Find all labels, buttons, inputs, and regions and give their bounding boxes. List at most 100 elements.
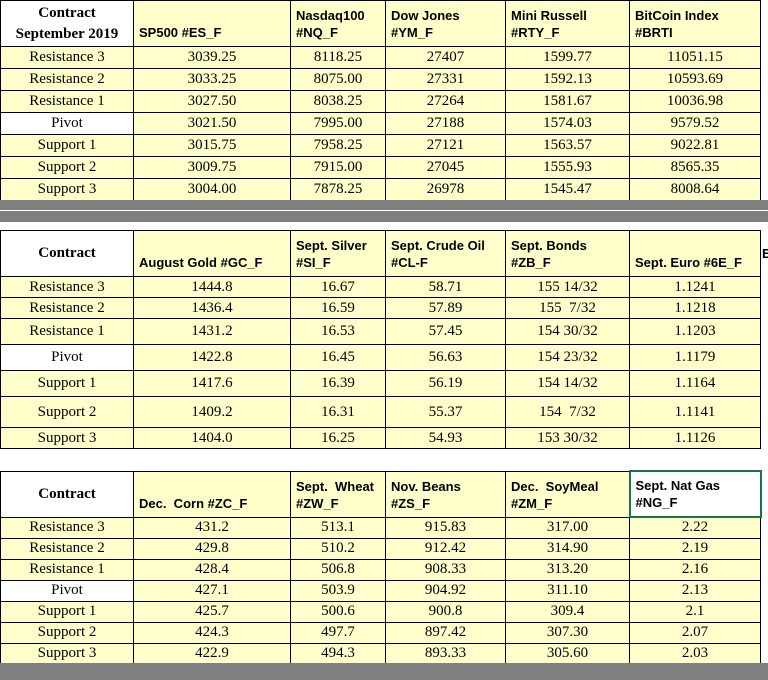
value-cell[interactable]: 26978 bbox=[385, 178, 506, 201]
column-header-cell[interactable]: Dec. SoyMeal #ZM_F bbox=[505, 470, 630, 518]
value-cell[interactable]: 912.42 bbox=[385, 537, 506, 560]
value-cell[interactable]: 915.83 bbox=[385, 516, 506, 539]
value-cell[interactable]: 9022.81 bbox=[629, 134, 761, 157]
column-header-cell[interactable]: Sept. Wheat #ZW_F bbox=[290, 470, 386, 518]
value-cell[interactable]: 10593.69 bbox=[629, 68, 761, 91]
row-label-cell[interactable]: Resistance 3 bbox=[0, 46, 134, 69]
value-cell[interactable]: 16.67 bbox=[290, 276, 386, 298]
row-label-cell[interactable]: Resistance 1 bbox=[0, 90, 134, 113]
row-label-cell[interactable]: Support 3 bbox=[0, 427, 134, 449]
value-cell[interactable]: 1436.4 bbox=[133, 297, 291, 319]
value-cell[interactable]: 27121 bbox=[385, 134, 506, 157]
column-header-cell[interactable]: Dec. Corn #ZC_F bbox=[133, 470, 291, 518]
row-label-cell[interactable]: Support 2 bbox=[0, 396, 134, 428]
column-header-cell[interactable]: August Gold #GC_F bbox=[133, 230, 291, 277]
row-label-cell[interactable]: Support 2 bbox=[0, 621, 134, 644]
value-cell[interactable]: 500.6 bbox=[290, 600, 386, 623]
value-cell[interactable]: 1409.2 bbox=[133, 396, 291, 428]
value-cell[interactable]: 1.1126 bbox=[629, 427, 761, 449]
value-cell[interactable]: 2.22 bbox=[629, 516, 761, 539]
value-cell[interactable]: 154 14/32 bbox=[505, 370, 630, 397]
value-cell[interactable]: 893.33 bbox=[385, 642, 506, 665]
value-cell[interactable]: 27264 bbox=[385, 90, 506, 113]
value-cell[interactable]: 27407 bbox=[385, 46, 506, 69]
value-cell[interactable]: 27188 bbox=[385, 112, 506, 135]
value-cell[interactable]: 431.2 bbox=[133, 516, 291, 539]
value-cell[interactable]: 307.30 bbox=[505, 621, 630, 644]
row-label-cell[interactable]: Resistance 1 bbox=[0, 558, 134, 581]
value-cell[interactable]: 2.07 bbox=[629, 621, 761, 644]
value-cell[interactable]: 1545.47 bbox=[505, 178, 630, 201]
value-cell[interactable]: 424.3 bbox=[133, 621, 291, 644]
value-cell[interactable]: 427.1 bbox=[133, 579, 291, 602]
row-label-cell[interactable]: Support 1 bbox=[0, 600, 134, 623]
contract-header-cell[interactable]: Contract bbox=[0, 470, 134, 518]
value-cell[interactable]: 16.25 bbox=[290, 427, 386, 449]
value-cell[interactable]: 1444.8 bbox=[133, 276, 291, 298]
value-cell[interactable]: 1404.0 bbox=[133, 427, 291, 449]
column-header-cell[interactable]: BitCoin Index #BRTI bbox=[629, 0, 761, 47]
value-cell[interactable]: 309.4 bbox=[505, 600, 630, 623]
value-cell[interactable]: 16.59 bbox=[290, 297, 386, 319]
value-cell[interactable]: 314.90 bbox=[505, 537, 630, 560]
value-cell[interactable]: 2.16 bbox=[629, 558, 761, 581]
value-cell[interactable]: 9579.52 bbox=[629, 112, 761, 135]
value-cell[interactable]: 56.19 bbox=[385, 370, 506, 397]
value-cell[interactable]: 27331 bbox=[385, 68, 506, 91]
value-cell[interactable]: 900.8 bbox=[385, 600, 506, 623]
row-label-cell[interactable]: Pivot bbox=[0, 112, 134, 135]
value-cell[interactable]: 305.60 bbox=[505, 642, 630, 665]
value-cell[interactable]: 8008.64 bbox=[629, 178, 761, 201]
value-cell[interactable]: 3015.75 bbox=[133, 134, 291, 157]
value-cell[interactable]: 1.1203 bbox=[629, 318, 761, 345]
row-label-cell[interactable]: Resistance 1 bbox=[0, 318, 134, 345]
value-cell[interactable]: 1422.8 bbox=[133, 344, 291, 371]
value-cell[interactable]: 16.45 bbox=[290, 344, 386, 371]
value-cell[interactable]: 497.7 bbox=[290, 621, 386, 644]
value-cell[interactable]: 494.3 bbox=[290, 642, 386, 665]
value-cell[interactable]: 311.10 bbox=[505, 579, 630, 602]
value-cell[interactable]: 16.31 bbox=[290, 396, 386, 428]
column-header-cell[interactable]: Nov. Beans #ZS_F bbox=[385, 470, 506, 518]
value-cell[interactable]: 1.1179 bbox=[629, 344, 761, 371]
value-cell[interactable]: 2.1 bbox=[629, 600, 761, 623]
column-header-cell[interactable]: Sept. Crude Oil #CL-F bbox=[385, 230, 506, 277]
value-cell[interactable]: 55.37 bbox=[385, 396, 506, 428]
value-cell[interactable]: 1555.93 bbox=[505, 156, 630, 179]
row-label-cell[interactable]: Resistance 3 bbox=[0, 516, 134, 539]
row-label-cell[interactable]: Resistance 2 bbox=[0, 68, 134, 91]
column-header-cell[interactable]: SP500 #ES_F bbox=[133, 0, 291, 47]
value-cell[interactable]: 3009.75 bbox=[133, 156, 291, 179]
row-label-cell[interactable]: Support 3 bbox=[0, 178, 134, 201]
value-cell[interactable]: 155 14/32 bbox=[505, 276, 630, 298]
value-cell[interactable]: 27045 bbox=[385, 156, 506, 179]
value-cell[interactable]: 1592.13 bbox=[505, 68, 630, 91]
value-cell[interactable]: 8075.00 bbox=[290, 68, 386, 91]
value-cell[interactable]: 3021.50 bbox=[133, 112, 291, 135]
row-label-cell[interactable]: Support 3 bbox=[0, 642, 134, 665]
value-cell[interactable]: 154 23/32 bbox=[505, 344, 630, 371]
contract-header-cell[interactable]: Contract September 2019 bbox=[0, 0, 134, 47]
value-cell[interactable]: 7958.25 bbox=[290, 134, 386, 157]
value-cell[interactable]: 422.9 bbox=[133, 642, 291, 665]
value-cell[interactable]: 428.4 bbox=[133, 558, 291, 581]
value-cell[interactable]: 2.03 bbox=[629, 642, 761, 665]
value-cell[interactable]: 1431.2 bbox=[133, 318, 291, 345]
value-cell[interactable]: 897.42 bbox=[385, 621, 506, 644]
value-cell[interactable]: 1599.77 bbox=[505, 46, 630, 69]
value-cell[interactable]: 1.1218 bbox=[629, 297, 761, 319]
value-cell[interactable]: 3027.50 bbox=[133, 90, 291, 113]
value-cell[interactable]: 7915.00 bbox=[290, 156, 386, 179]
value-cell[interactable]: 8038.25 bbox=[290, 90, 386, 113]
row-label-cell[interactable]: Resistance 2 bbox=[0, 297, 134, 319]
value-cell[interactable]: 155 7/32 bbox=[505, 297, 630, 319]
value-cell[interactable]: 904.92 bbox=[385, 579, 506, 602]
value-cell[interactable]: 1.1241 bbox=[629, 276, 761, 298]
row-label-cell[interactable]: Support 1 bbox=[0, 370, 134, 397]
value-cell[interactable]: 510.2 bbox=[290, 537, 386, 560]
value-cell[interactable]: 58.71 bbox=[385, 276, 506, 298]
column-header-cell[interactable]: Mini Russell #RTY_F bbox=[505, 0, 630, 47]
value-cell[interactable]: 153 30/32 bbox=[505, 427, 630, 449]
value-cell[interactable]: 3039.25 bbox=[133, 46, 291, 69]
value-cell[interactable]: 54.93 bbox=[385, 427, 506, 449]
